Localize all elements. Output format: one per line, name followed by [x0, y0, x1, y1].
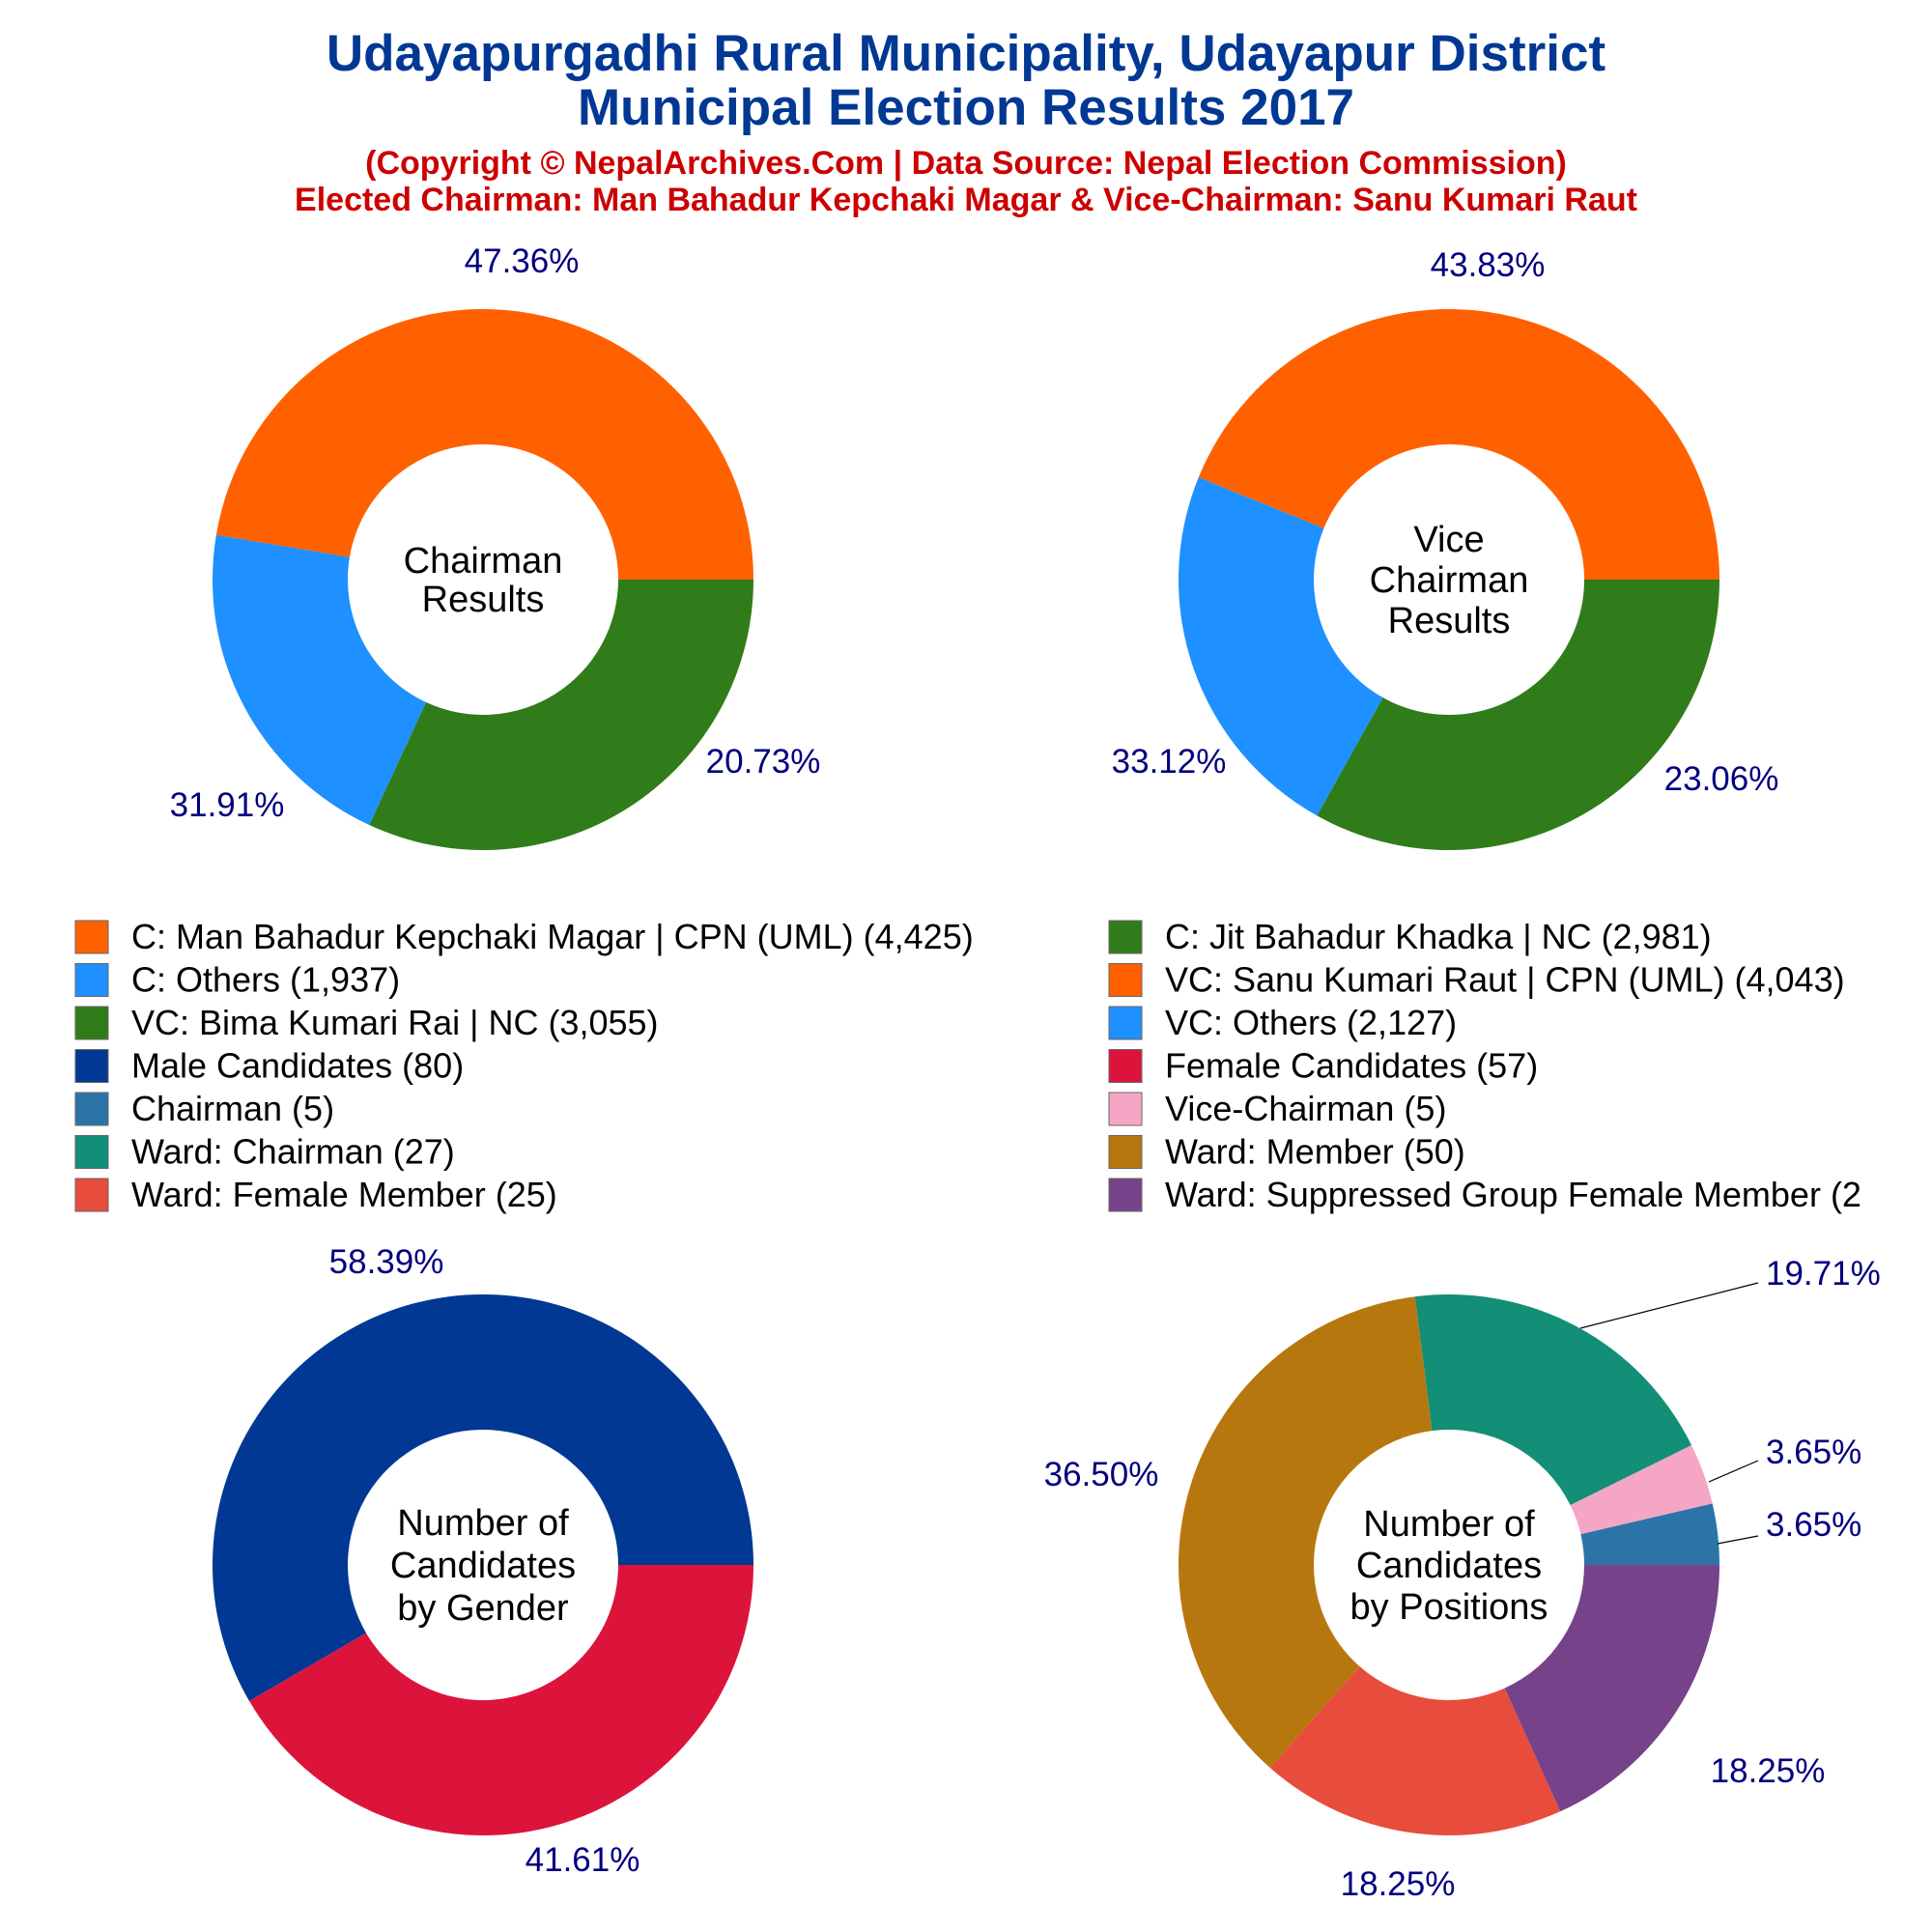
legend-swatch — [1108, 1135, 1143, 1169]
slice-percentage-label: 23.06% — [1664, 760, 1779, 798]
legend-item: VC: Bima Kumari Rai | NC (3,055) — [74, 1003, 659, 1042]
donut-center-label: Results — [422, 580, 545, 620]
legend-item: C: Man Bahadur Kepchaki Magar | CPN (UML… — [74, 917, 974, 956]
legend-label: Ward: Suppressed Group Female Member (2 — [1165, 1175, 1861, 1214]
slice-percentage-label: 18.25% — [1711, 1752, 1826, 1790]
slice-percentage-label: 41.61% — [526, 1841, 640, 1879]
legend-item: C: Jit Bahadur Khadka | NC (2,981) — [1108, 917, 1712, 956]
legend-item: Ward: Member (50) — [1108, 1132, 1465, 1172]
legend: C: Man Bahadur Kepchaki Magar | CPN (UML… — [74, 917, 1861, 1214]
legend-swatch — [1108, 963, 1143, 997]
legend-label: VC: Sanu Kumari Raut | CPN (UML) (4,043) — [1165, 960, 1845, 1000]
legend-item: Ward: Suppressed Group Female Member (2 — [1108, 1175, 1861, 1214]
legend-swatch — [1108, 1049, 1143, 1083]
legend-label: Male Candidates (80) — [131, 1046, 464, 1086]
legend-label: Chairman (5) — [131, 1089, 334, 1128]
legend-item: VC: Sanu Kumari Raut | CPN (UML) (4,043) — [1108, 960, 1845, 1000]
slice-percentage-label: 3.65% — [1766, 1506, 1861, 1544]
chart-subtitle-line1: (Copyright © NepalArchives.Com | Data So… — [365, 145, 1567, 182]
donut-chart-4: 3.65% 3.65% 19.71% 36.50% 18.25% 18.25% Number… — [1044, 1255, 1881, 1903]
donut-center-label: Candidates — [390, 1546, 576, 1586]
legend-item: C: Others (1,937) — [74, 960, 400, 1000]
slice-percentage-label: 31.91% — [170, 786, 285, 824]
legend-item: Ward: Female Member (25) — [74, 1175, 557, 1214]
slice-percentage-label: 19.71% — [1766, 1255, 1881, 1293]
donut-center-label: Number of — [1363, 1504, 1535, 1545]
donut-slice — [1269, 1666, 1561, 1835]
slice-percentage-label: 20.73% — [706, 743, 821, 781]
donut-slice — [1570, 1445, 1713, 1535]
donut-slice — [1179, 477, 1383, 816]
donut-center-label: by Positions — [1350, 1587, 1548, 1628]
chart-title-line1: Udayapurgadhi Rural Municipality, Udayap… — [326, 25, 1606, 82]
legend-label: Vice-Chairman (5) — [1165, 1089, 1446, 1128]
donut-center-label: Chairman — [404, 541, 563, 582]
slice-percentage-label: 33.12% — [1112, 743, 1227, 781]
legend-label: Female Candidates (57) — [1165, 1046, 1538, 1086]
donut-center-label: Chairman — [1370, 560, 1529, 601]
donut-slice — [1504, 1565, 1719, 1812]
legend-label: Ward: Chairman (27) — [131, 1132, 455, 1172]
legend-item: Chairman (5) — [74, 1089, 334, 1128]
donut-slice — [215, 308, 753, 580]
legend-swatch — [1108, 1178, 1143, 1212]
legend-swatch — [74, 1049, 109, 1083]
legend-swatch — [74, 1006, 109, 1040]
legend-swatch — [74, 1092, 109, 1126]
slice-percentage-label: 58.39% — [329, 1243, 444, 1281]
legend-swatch — [1108, 1092, 1143, 1126]
leader-line — [1708, 1460, 1759, 1483]
legend-label: C: Man Bahadur Kepchaki Magar | CPN (UML… — [131, 917, 974, 956]
legend-label: C: Jit Bahadur Khadka | NC (2,981) — [1165, 917, 1712, 956]
donut-center-label: Number of — [397, 1503, 569, 1544]
legend-item: Female Candidates (57) — [1108, 1046, 1538, 1086]
chart-subtitle-line2: Elected Chairman: Man Bahadur Kepchaki M… — [295, 182, 1637, 218]
slice-percentage-label: 43.83% — [1431, 246, 1546, 284]
legend-label: C: Others (1,937) — [131, 960, 400, 1000]
legend-swatch — [1108, 920, 1143, 954]
donut-slice — [1179, 1296, 1433, 1769]
legend-item: Male Candidates (80) — [74, 1046, 464, 1086]
legend-label: VC: Bima Kumari Rai | NC (3,055) — [131, 1003, 659, 1042]
legend-label: Ward: Member (50) — [1165, 1132, 1465, 1172]
legend-swatch — [74, 963, 109, 997]
legend-swatch — [1108, 1006, 1143, 1040]
legend-swatch — [74, 920, 109, 954]
donut-center-label: Vice — [1413, 520, 1484, 560]
leader-line — [1579, 1282, 1759, 1329]
slice-percentage-label: 18.25% — [1341, 1865, 1456, 1903]
donut-slice — [1198, 309, 1719, 580]
donut-center-label: by Gender — [397, 1588, 569, 1629]
legend-item: Ward: Chairman (27) — [74, 1132, 455, 1172]
donut-slice — [1317, 580, 1719, 851]
donut-slice — [213, 534, 427, 826]
donut-slice — [249, 1565, 754, 1835]
slice-percentage-label: 3.65% — [1766, 1434, 1861, 1471]
legend-swatch — [74, 1178, 109, 1212]
donut-slice — [1580, 1503, 1719, 1565]
donut-slice — [1414, 1294, 1692, 1506]
slice-percentage-label: 47.36% — [465, 242, 580, 280]
slice-percentage-label: 36.50% — [1044, 1456, 1159, 1493]
legend-label: VC: Others (2,127) — [1165, 1003, 1457, 1042]
donut-center-label: Candidates — [1356, 1546, 1542, 1586]
legend-label: Ward: Female Member (25) — [131, 1175, 557, 1214]
legend-item: Vice-Chairman (5) — [1108, 1089, 1446, 1128]
chart-title-line2: Municipal Election Results 2017 — [577, 79, 1355, 136]
leader-line — [1717, 1535, 1759, 1545]
legend-swatch — [74, 1135, 109, 1169]
donut-slice — [213, 1294, 753, 1701]
donut-slice — [369, 580, 753, 851]
donut-center-label: Results — [1388, 601, 1511, 641]
legend-item: VC: Others (2,127) — [1108, 1003, 1457, 1042]
